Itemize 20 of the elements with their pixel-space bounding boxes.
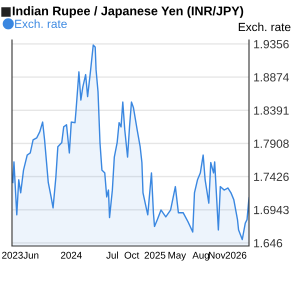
chart-title: Indian Rupee / Japanese Yen (INR/JPY) — [12, 6, 244, 18]
x-tick-label: Nov — [209, 252, 226, 259]
x-tick-label: Jun — [23, 252, 38, 259]
y-tick-label: 1.7908 — [254, 140, 289, 148]
x-tick-label: 2025 — [144, 252, 166, 259]
y-tick-label: 1.7426 — [254, 172, 289, 181]
x-tick-label: Jul — [106, 252, 118, 259]
y-tick-label: 1.8391 — [254, 106, 289, 115]
x-tick-label: May — [168, 252, 186, 261]
x-tick-label: 2026 — [226, 252, 246, 259]
y-tick-label: 1.8874 — [254, 73, 289, 82]
y-tick-label: 1.646 — [254, 239, 282, 248]
y-tick-label: 1.9356 — [254, 40, 289, 48]
y-axis-title: Exch. rate — [238, 22, 290, 32]
x-tick-label: 2023 — [2, 252, 23, 259]
x-tick-label: 2024 — [60, 252, 82, 259]
x-tick-label: Aug — [192, 252, 210, 261]
y-tick-label: 1.6943 — [254, 206, 289, 214]
x-tick-label: Oct — [124, 252, 140, 259]
legend-label: Exch. rate — [15, 19, 67, 28]
